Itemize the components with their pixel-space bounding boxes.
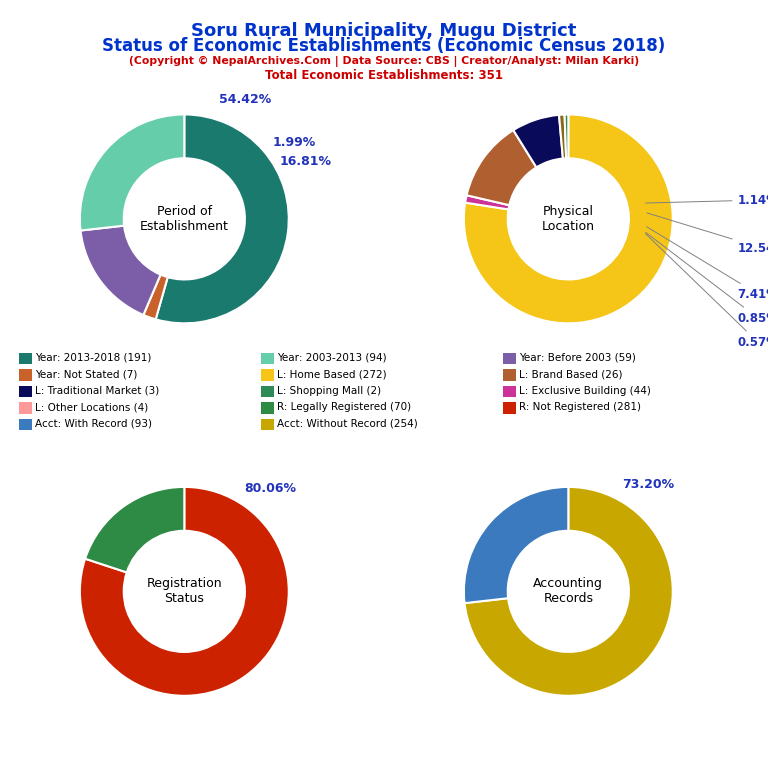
Text: 73.20%: 73.20%: [622, 478, 674, 491]
Wedge shape: [559, 114, 566, 158]
Text: 0.85%: 0.85%: [646, 233, 768, 325]
Text: 1.14%: 1.14%: [646, 194, 768, 207]
Text: L: Other Locations (4): L: Other Locations (4): [35, 402, 148, 412]
Text: 16.81%: 16.81%: [280, 155, 331, 168]
Text: 12.54%: 12.54%: [647, 213, 768, 255]
Text: Year: 2013-2018 (191): Year: 2013-2018 (191): [35, 353, 152, 363]
Text: 1.99%: 1.99%: [273, 137, 316, 150]
Text: (Copyright © NepalArchives.Com | Data Source: CBS | Creator/Analyst: Milan Karki: (Copyright © NepalArchives.Com | Data So…: [129, 56, 639, 67]
Wedge shape: [81, 226, 161, 315]
Wedge shape: [80, 114, 184, 230]
Text: Year: 2003-2013 (94): Year: 2003-2013 (94): [277, 353, 387, 363]
Wedge shape: [144, 275, 167, 319]
Wedge shape: [465, 487, 673, 696]
Text: Period of
Establishment: Period of Establishment: [140, 205, 229, 233]
Text: 77.49%: 77.49%: [0, 767, 1, 768]
Wedge shape: [156, 114, 289, 323]
Wedge shape: [564, 114, 568, 158]
Text: Physical
Location: Physical Location: [541, 205, 595, 233]
Text: 0.57%: 0.57%: [645, 233, 768, 349]
Text: L: Shopping Mall (2): L: Shopping Mall (2): [277, 386, 382, 396]
Wedge shape: [85, 487, 184, 572]
Wedge shape: [513, 115, 563, 167]
Text: Registration
Status: Registration Status: [147, 578, 222, 605]
Wedge shape: [464, 487, 568, 603]
Text: Acct: Without Record (254): Acct: Without Record (254): [277, 419, 418, 429]
Text: L: Brand Based (26): L: Brand Based (26): [519, 369, 623, 379]
Text: Acct: With Record (93): Acct: With Record (93): [35, 419, 152, 429]
Wedge shape: [80, 487, 289, 696]
Wedge shape: [467, 130, 536, 205]
Text: Year: Before 2003 (59): Year: Before 2003 (59): [519, 353, 636, 363]
Text: Total Economic Establishments: 351: Total Economic Establishments: 351: [265, 69, 503, 82]
Text: L: Home Based (272): L: Home Based (272): [277, 369, 387, 379]
Text: L: Exclusive Building (44): L: Exclusive Building (44): [519, 386, 651, 396]
Text: 26.80%: 26.80%: [0, 767, 1, 768]
Wedge shape: [464, 114, 673, 323]
Text: 80.06%: 80.06%: [244, 482, 296, 495]
Text: Status of Economic Establishments (Economic Census 2018): Status of Economic Establishments (Econo…: [102, 37, 666, 55]
Text: R: Not Registered (281): R: Not Registered (281): [519, 402, 641, 412]
Text: 7.41%: 7.41%: [647, 227, 768, 300]
Text: R: Legally Registered (70): R: Legally Registered (70): [277, 402, 412, 412]
Text: 19.94%: 19.94%: [0, 767, 1, 768]
Text: Soru Rural Municipality, Mugu District: Soru Rural Municipality, Mugu District: [191, 22, 577, 39]
Text: 26.78%: 26.78%: [0, 767, 1, 768]
Text: Accounting
Records: Accounting Records: [534, 578, 603, 605]
Text: 54.42%: 54.42%: [220, 94, 272, 107]
Text: Year: Not Stated (7): Year: Not Stated (7): [35, 369, 137, 379]
Text: L: Traditional Market (3): L: Traditional Market (3): [35, 386, 160, 396]
Wedge shape: [465, 195, 509, 210]
